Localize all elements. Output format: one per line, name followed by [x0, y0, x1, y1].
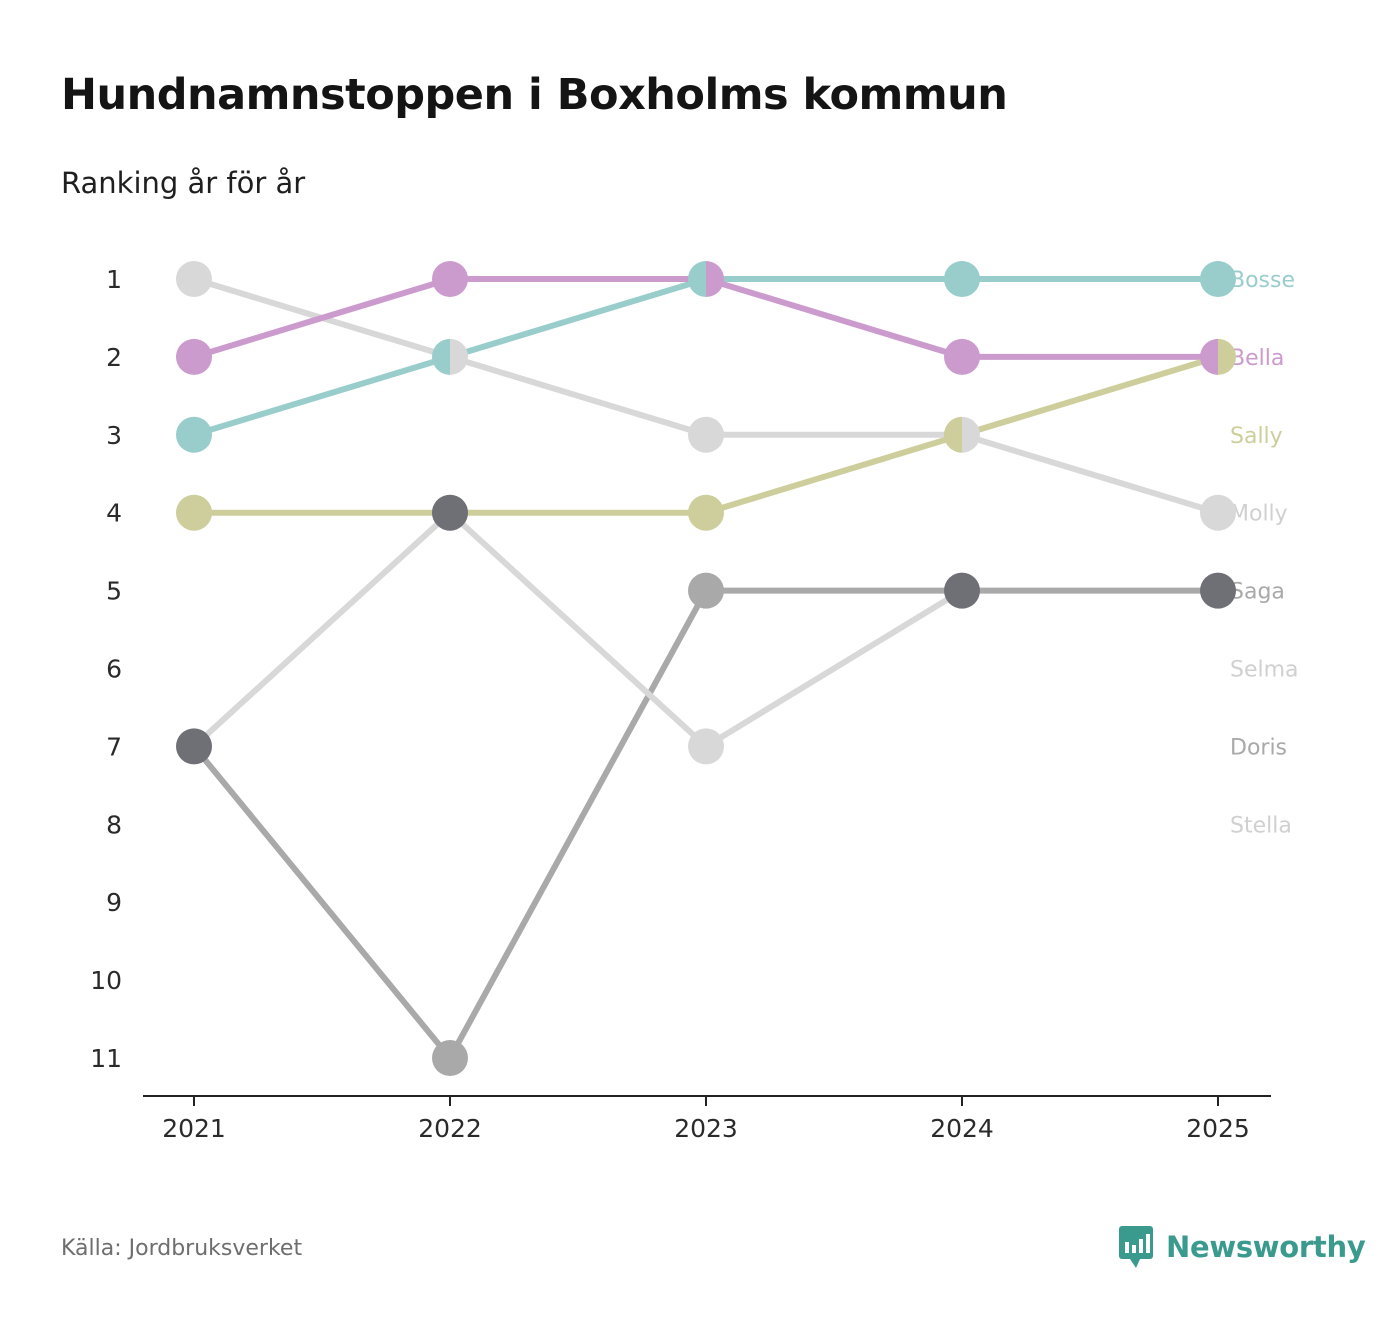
- y-tick-label: 6: [106, 655, 122, 684]
- y-tick-label: 4: [106, 499, 122, 528]
- rank-marker-right-half: [706, 261, 724, 297]
- x-tick-label: 2025: [1186, 1114, 1250, 1143]
- rank-marker: [688, 494, 724, 531]
- y-tick-label: 10: [90, 966, 122, 995]
- brand-name: Newsworthy: [1166, 1230, 1366, 1264]
- series-line-molly: [959, 431, 1221, 516]
- rank-marker: [1200, 572, 1236, 609]
- end-label-bella: Bella: [1230, 346, 1284, 371]
- series-line-saga: [447, 587, 709, 1061]
- rank-marker: [688, 728, 724, 765]
- rank-marker: [688, 572, 724, 609]
- rank-marker: [176, 494, 212, 531]
- series-line-saga: [191, 743, 453, 1061]
- rank-marker: [432, 1040, 468, 1076]
- rank-marker: [176, 338, 212, 375]
- end-label-molly: Molly: [1230, 502, 1288, 527]
- rank-marker: [944, 338, 980, 375]
- series-line-selma: [703, 587, 965, 750]
- series-line-bella: [703, 276, 965, 360]
- y-tick-label: 2: [106, 343, 122, 372]
- y-tick-label: 5: [106, 577, 122, 606]
- rank-marker: [176, 261, 212, 297]
- source-note: Källa: Jordbruksverket: [61, 1236, 303, 1261]
- y-tick-label: 11: [90, 1044, 122, 1073]
- rank-marker: [688, 416, 724, 453]
- end-label-selma: Selma: [1230, 658, 1299, 683]
- end-label-saga: Saga: [1230, 580, 1285, 605]
- chart-subtitle: Ranking år för år: [61, 166, 306, 200]
- bar-chart-badge-icon: [1119, 1226, 1153, 1268]
- series-line-bosse: [191, 353, 453, 438]
- y-tick-label: 7: [106, 732, 122, 761]
- end-label-sally: Sally: [1230, 424, 1283, 449]
- y-tick-label: 8: [106, 810, 122, 839]
- chart-title: Hundnamnstoppen i Boxholms kommun: [61, 70, 1008, 120]
- rank-marker: [1200, 494, 1236, 531]
- rank-marker: [944, 572, 980, 609]
- x-tick-label: 2023: [674, 1114, 738, 1143]
- rank-marker-left-half: [1200, 338, 1218, 375]
- rank-marker-right-half: [450, 338, 468, 375]
- series-line-bella: [191, 276, 453, 360]
- rank-marker-right-half: [1218, 338, 1236, 375]
- rank-marker: [432, 494, 468, 531]
- rank-marker: [944, 261, 980, 297]
- rank-marker-left-half: [432, 338, 450, 375]
- series-line-selma: [191, 509, 453, 750]
- rank-marker-left-half: [688, 261, 706, 297]
- rank-marker: [176, 416, 212, 453]
- end-label-stella: Stella: [1230, 813, 1292, 838]
- series-line-selma: [447, 509, 709, 750]
- rank-marker-left-half: [944, 416, 962, 453]
- rank-marker-right-half: [962, 416, 981, 453]
- brand-logo[interactable]: Newsworthy: [1118, 1225, 1366, 1269]
- rank-marker: [176, 728, 212, 765]
- y-tick-label: 9: [106, 888, 122, 917]
- series-line-sally: [703, 431, 965, 516]
- x-tick-label: 2024: [930, 1114, 994, 1143]
- y-tick-label: 3: [106, 421, 122, 450]
- rank-marker: [432, 261, 468, 297]
- series-line-bosse: [447, 276, 709, 360]
- series-line-sally: [959, 353, 1221, 438]
- y-tick-label: 1: [106, 265, 122, 294]
- x-tick-label: 2021: [162, 1114, 226, 1143]
- rank-marker: [1200, 261, 1236, 297]
- end-label-doris: Doris: [1230, 735, 1287, 760]
- series-line-molly: [447, 353, 709, 438]
- x-tick-label: 2022: [418, 1114, 482, 1143]
- end-label-bosse: Bosse: [1230, 268, 1295, 293]
